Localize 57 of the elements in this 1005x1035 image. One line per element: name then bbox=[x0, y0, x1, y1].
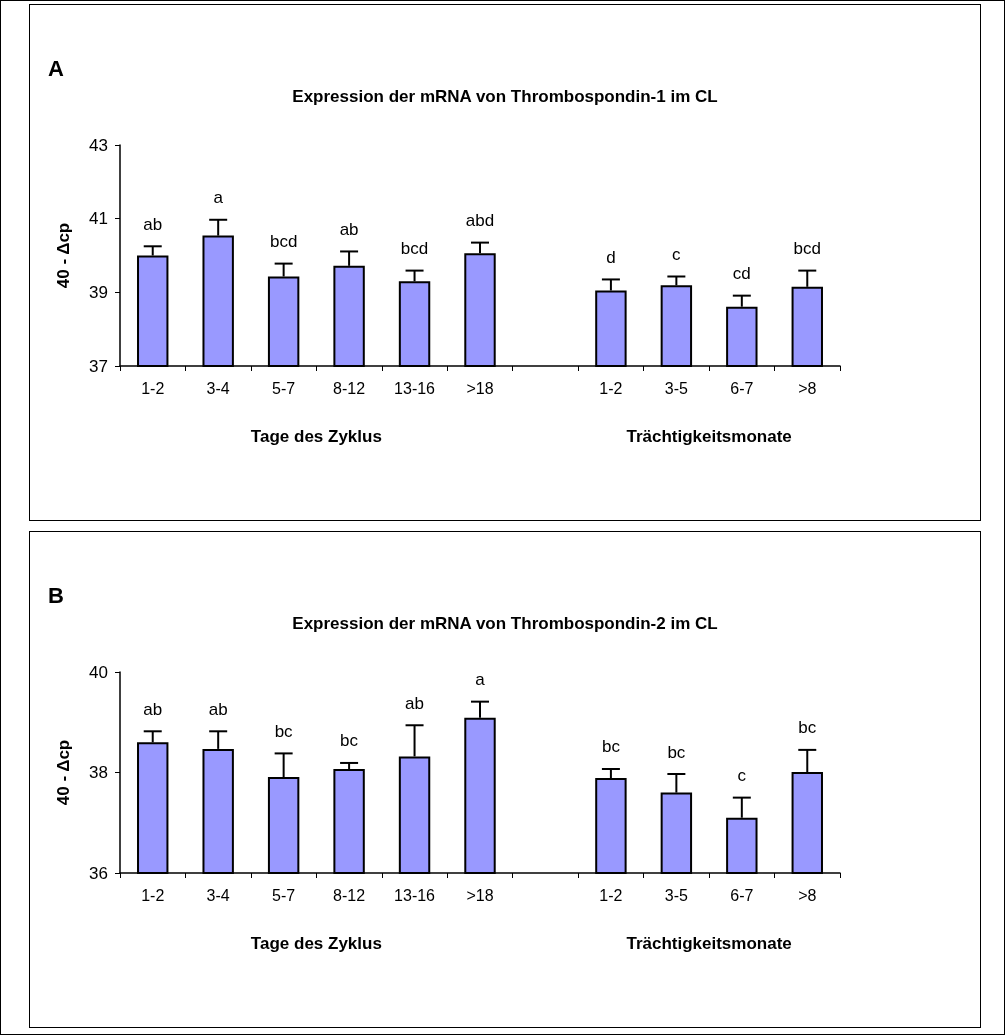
data-label: bc bbox=[274, 721, 294, 741]
text: A bbox=[48, 55, 64, 81]
x-tick-label: >8 bbox=[798, 379, 817, 397]
y-tick-label: 40 bbox=[89, 662, 108, 682]
x-tick-label: 1-2 bbox=[141, 886, 165, 904]
data-label: bc bbox=[667, 742, 686, 762]
x-tick-label: 3-5 bbox=[664, 886, 689, 904]
x-tick-label: 13-16 bbox=[394, 379, 436, 397]
x-tick-label: 5-7 bbox=[272, 886, 296, 904]
x-tick-label: 3-4 bbox=[206, 886, 230, 904]
data-label: ab bbox=[143, 699, 163, 719]
x-tick-label: 6-7 bbox=[730, 379, 754, 397]
data-label: bcd bbox=[269, 232, 298, 252]
x-tick-label: >8 bbox=[798, 886, 817, 904]
data-label: ab bbox=[208, 699, 228, 719]
x-tick-label: >18 bbox=[466, 379, 494, 397]
chart-title: Expression der mRNA von Thrombospondin-2 im CL bbox=[292, 614, 718, 633]
chart-title: Expression der mRNA von Thrombospondin-1 im CL bbox=[292, 87, 718, 106]
data-label: ab bbox=[143, 214, 163, 234]
data-label: bc bbox=[798, 718, 817, 738]
x-tick-label: 13-16 bbox=[394, 886, 436, 904]
data-label: cd bbox=[732, 264, 751, 284]
data-label: a bbox=[213, 188, 224, 208]
data-label: c bbox=[737, 766, 747, 786]
data-label: bc bbox=[340, 731, 359, 751]
y-tick-label: 41 bbox=[89, 209, 108, 229]
text: Tage des Zyklus bbox=[250, 933, 382, 953]
data-label: c bbox=[672, 244, 682, 264]
y-axis-title: 40 - Δcp bbox=[54, 739, 73, 806]
x-tick-label: 3-5 bbox=[664, 379, 689, 397]
x-tick-label: 5-7 bbox=[272, 379, 296, 397]
data-label: bcd bbox=[400, 239, 429, 259]
x-tick-label: 3-4 bbox=[206, 379, 230, 397]
x-tick-label: >18 bbox=[466, 886, 494, 904]
text: Tage des Zyklus bbox=[250, 426, 382, 446]
data-label: d bbox=[606, 247, 616, 267]
y-tick-label: 37 bbox=[89, 356, 108, 376]
data-label: abd bbox=[465, 211, 495, 231]
y-tick-label: 39 bbox=[89, 282, 108, 302]
x-tick-label: 1-2 bbox=[599, 886, 623, 904]
y-tick-label: 36 bbox=[89, 863, 108, 883]
data-label: ab bbox=[339, 219, 359, 239]
text: B bbox=[48, 582, 64, 608]
data-label: bc bbox=[601, 737, 621, 757]
text: Trächtigkeitsmonate bbox=[626, 933, 792, 953]
x-tick-label: 6-7 bbox=[730, 886, 754, 904]
data-label: a bbox=[475, 670, 486, 690]
x-tick-label: 1-2 bbox=[141, 379, 165, 397]
data-label: ab bbox=[405, 693, 425, 713]
x-tick-label: 8-12 bbox=[333, 886, 366, 904]
data-label: bcd bbox=[793, 239, 821, 259]
y-tick-label: 38 bbox=[89, 763, 108, 782]
x-tick-label: 1-2 bbox=[599, 379, 623, 397]
text: Trächtigkeitsmonate bbox=[626, 426, 792, 446]
y-tick-label: 43 bbox=[89, 135, 108, 155]
y-axis-title: 40 - Δcp bbox=[54, 222, 73, 289]
x-tick-label: 8-12 bbox=[333, 379, 366, 397]
